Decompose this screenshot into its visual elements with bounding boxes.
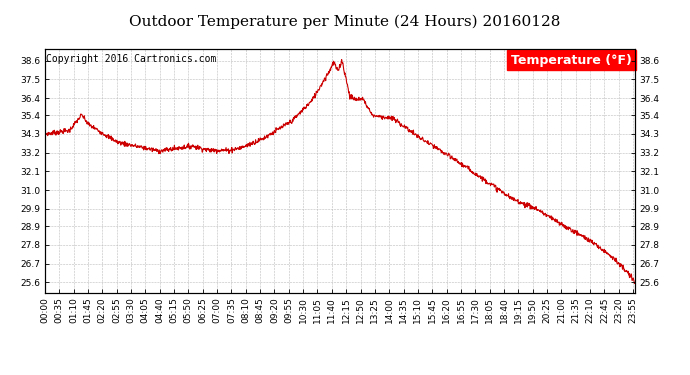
Text: Temperature (°F): Temperature (°F) (511, 54, 632, 67)
Text: Copyright 2016 Cartronics.com: Copyright 2016 Cartronics.com (46, 54, 217, 64)
Text: Outdoor Temperature per Minute (24 Hours) 20160128: Outdoor Temperature per Minute (24 Hours… (129, 15, 561, 29)
